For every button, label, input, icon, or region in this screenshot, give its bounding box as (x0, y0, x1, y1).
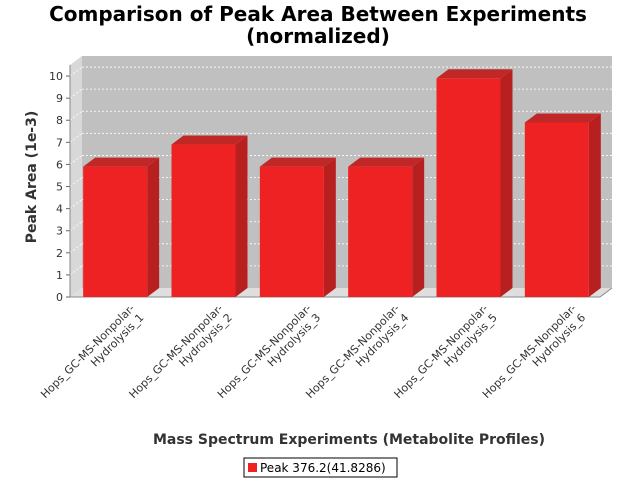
bar (83, 166, 148, 297)
grid-line-side (69, 177, 83, 187)
grid-line-side (69, 265, 83, 276)
grid-line-side (69, 221, 83, 232)
floor-edge (599, 287, 613, 298)
x-axis-label: Mass Spectrum Experiments (Metabolite Pr… (153, 432, 545, 448)
bar (348, 166, 413, 297)
plot-back-wall (82, 56, 612, 288)
y-tick-label: 2 (56, 247, 63, 260)
y-tick-label: 3 (56, 225, 63, 238)
bar-side (147, 157, 160, 297)
grid-line-side (69, 88, 83, 99)
bar-top (524, 113, 601, 123)
y-tick-label: 7 (56, 136, 63, 149)
grid-line-side (69, 110, 83, 121)
bar (524, 122, 589, 297)
legend-entry: Peak 376.2(41.8286) (260, 461, 386, 475)
x-tick-label-line: Hops_GC-MS-Nonpolar- (38, 302, 137, 401)
bar-top (83, 157, 160, 167)
y-tick-label: 9 (56, 92, 63, 105)
legend-box (243, 457, 398, 478)
plot-area: 012345678910Hops_GC-MS-Nonpolar-Hydrolys… (38, 56, 613, 401)
y-tick-label: 0 (56, 291, 63, 304)
chart-title-line-2: (normalized) (246, 24, 390, 48)
bar-side (412, 157, 425, 297)
y-tick-label: 10 (49, 70, 63, 83)
bar (436, 78, 501, 297)
y-tick-label: 5 (56, 181, 63, 194)
plot-left-wall (70, 56, 82, 297)
y-tick-label: 8 (56, 114, 63, 127)
chart-title-line-1: Comparison of Peak Area Between Experime… (49, 2, 587, 26)
grid-line-side (69, 133, 83, 143)
grid-line-side (69, 66, 83, 77)
grid-line-side (69, 199, 83, 209)
bar (259, 166, 324, 297)
bar-top (259, 157, 336, 167)
y-axis-label: Peak Area (1e-3) (24, 111, 40, 244)
bar-side (500, 69, 513, 297)
grid-line-side (69, 243, 83, 254)
bar-top (171, 135, 248, 145)
bar-top (348, 157, 425, 167)
y-tick-label: 6 (56, 158, 63, 171)
bar-side (588, 113, 601, 297)
bar-side (323, 157, 336, 297)
legend-swatch (248, 463, 257, 472)
y-tick-label: 1 (56, 269, 63, 282)
grid-line-side (69, 155, 83, 165)
bar-side (235, 135, 248, 297)
y-tick-label: 4 (56, 203, 63, 216)
legend: Peak 376.2(41.8286) (243, 457, 398, 478)
bar (171, 144, 236, 297)
bar-top (436, 69, 513, 79)
